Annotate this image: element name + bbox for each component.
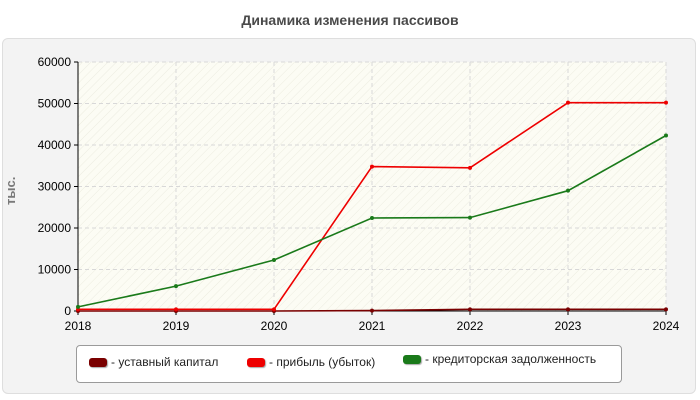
- series-2-point: [370, 216, 374, 221]
- y-tick-label: 30000: [38, 180, 72, 194]
- legend-swatch: [247, 357, 265, 367]
- series-0-point: [468, 307, 472, 312]
- legend-label: - уставный капитал: [111, 355, 219, 369]
- series-1-point: [468, 165, 472, 170]
- y-tick-label: 60000: [38, 55, 72, 69]
- x-tick-label: 2020: [261, 319, 288, 333]
- series-2-point: [566, 188, 570, 193]
- y-tick-label: 20000: [38, 221, 72, 235]
- series-2-point: [468, 215, 472, 220]
- series-2-point: [76, 304, 80, 309]
- y-tick-label: 10000: [38, 263, 72, 277]
- series-1-point: [566, 100, 570, 105]
- legend-item-charter-capital[interactable]: - уставный капитал: [89, 355, 218, 369]
- series-2-point: [664, 133, 668, 138]
- y-tick-label: 0: [64, 304, 71, 318]
- series-1-point: [370, 164, 374, 169]
- chart-title: Динамика изменения пассивов: [241, 12, 459, 28]
- series: [76, 100, 668, 313]
- x-tick-label: 2022: [457, 319, 484, 333]
- series-0-point: [566, 307, 570, 312]
- series-1-point: [272, 307, 276, 312]
- legend-item-profit-loss[interactable]: - прибыль (убыток): [247, 355, 375, 369]
- series-0-point: [664, 307, 668, 312]
- y-tick-label: 40000: [38, 138, 72, 152]
- series-0-point: [370, 308, 374, 313]
- series-2-point: [174, 284, 178, 289]
- legend-label: - прибыль (убыток): [269, 355, 376, 369]
- tick-labels: 0 10000 20000 30000 40000 50000 60000 2018 2019 2…: [38, 55, 680, 333]
- y-axis-label: тыс.: [3, 176, 18, 205]
- x-tick-label: 2019: [163, 319, 190, 333]
- legend-swatch: [89, 357, 107, 367]
- x-tick-label: 2021: [359, 319, 386, 333]
- series-2-point: [272, 257, 276, 262]
- legend-item-accounts-payable[interactable]: - кредиторская задолженность: [403, 352, 596, 366]
- x-tick-label: 2024: [653, 319, 680, 333]
- series-1-point: [664, 100, 668, 105]
- legend: - уставный капитал - прибыль (убыток) - …: [76, 345, 622, 383]
- y-tick-label: 50000: [38, 97, 72, 111]
- legend-swatch: [403, 354, 421, 364]
- x-tick-label: 2018: [65, 319, 92, 333]
- x-tick-label: 2023: [555, 319, 582, 333]
- series-1-point: [174, 307, 178, 312]
- legend-label: - кредиторская задолженность: [425, 352, 597, 366]
